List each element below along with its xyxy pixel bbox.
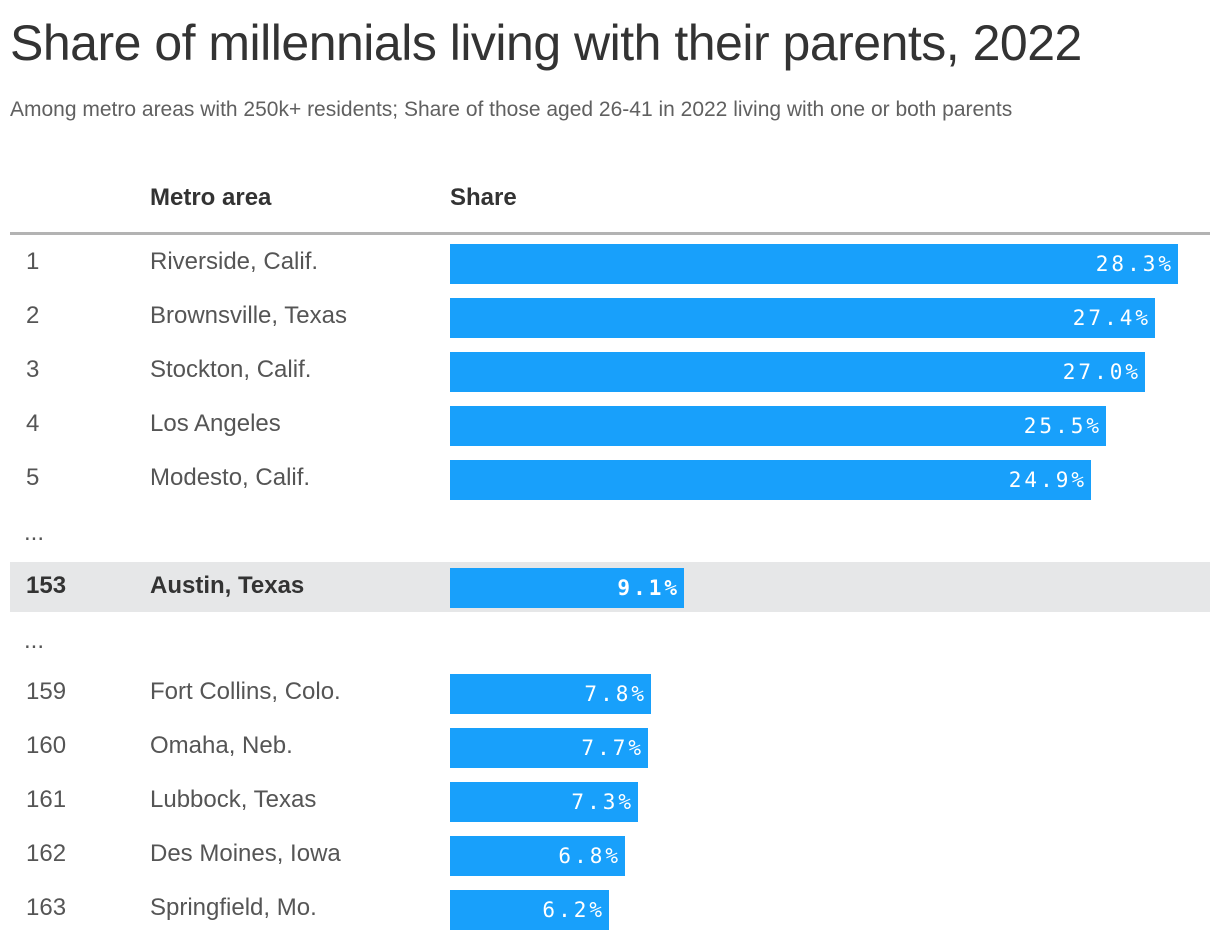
metro-label: Los Angeles [150, 410, 281, 437]
value-label: 7.7% [581, 736, 644, 760]
metro-label: Riverside, Calif. [150, 248, 319, 275]
value-label: 7.3% [571, 790, 634, 814]
rank-label: 2 [26, 302, 40, 329]
bar [450, 890, 609, 930]
metro-label: Springfield, Mo. [150, 894, 317, 921]
bar [450, 298, 1155, 338]
metro-label: Des Moines, Iowa [150, 840, 341, 867]
chart-title: Share of millennials living with their p… [10, 15, 1082, 71]
bar [450, 782, 638, 822]
bar [450, 728, 648, 768]
value-label: 25.5% [1023, 414, 1102, 438]
value-label: 9.1% [617, 576, 680, 600]
rank-label: 3 [26, 356, 40, 383]
bar [450, 352, 1145, 392]
rank-label: 1 [26, 248, 40, 275]
rank-label: 4 [26, 410, 40, 437]
rank-label: 163 [26, 894, 67, 921]
value-label: 6.8% [558, 844, 621, 868]
column-header-share: Share [450, 184, 517, 211]
value-label: 6.2% [542, 898, 605, 922]
column-header-metro: Metro area [150, 184, 272, 211]
bar [450, 674, 651, 714]
value-label: 24.9% [1008, 468, 1087, 492]
metro-label: Modesto, Calif. [150, 464, 311, 491]
rank-label: 161 [26, 786, 67, 813]
metro-label: Brownsville, Texas [150, 302, 347, 329]
bar [450, 406, 1106, 446]
bar [450, 836, 625, 876]
rank-label: 153 [26, 572, 67, 599]
header-rule [10, 232, 1210, 235]
metro-label: Omaha, Neb. [150, 732, 293, 759]
metro-label: Fort Collins, Colo. [150, 678, 341, 705]
rank-label: 160 [26, 732, 67, 759]
rank-label: 159 [26, 678, 67, 705]
value-label: 27.4% [1072, 306, 1151, 330]
rank-label: 5 [26, 464, 40, 491]
value-label: 27.0% [1062, 360, 1141, 384]
metro-label: Lubbock, Texas [150, 786, 317, 813]
bar [450, 568, 684, 608]
rank-label: 162 [26, 840, 67, 867]
bar [450, 244, 1178, 284]
metro-label: Stockton, Calif. [150, 356, 312, 383]
value-label: 28.3% [1095, 252, 1174, 276]
value-label: 7.8% [584, 682, 647, 706]
metro-label: Austin, Texas [150, 572, 305, 599]
row-ellipsis: ... [24, 519, 45, 546]
row-ellipsis: ... [24, 627, 45, 654]
chart-subtitle: Among metro areas with 250k+ residents; … [10, 98, 1013, 121]
bar [450, 460, 1091, 500]
